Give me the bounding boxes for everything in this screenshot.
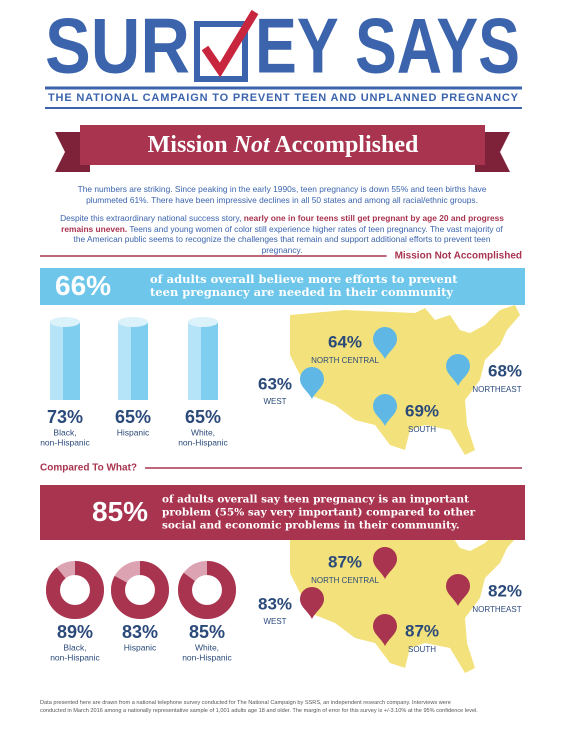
region-value: 87% (328, 552, 362, 571)
checkbox (194, 21, 248, 82)
map-pin (373, 614, 397, 646)
cylinder-shade (118, 322, 131, 400)
group-label: White, (191, 427, 215, 437)
stat-value: 85% (92, 496, 148, 527)
region-name: NORTHEAST (472, 385, 521, 394)
group-value: 65% (185, 407, 221, 427)
region-name: SOUTH (408, 425, 436, 434)
region-name: SOUTH (408, 645, 436, 654)
text: Teens and young women of color still exp… (73, 223, 503, 255)
map-pin (373, 547, 397, 579)
donut-arc (46, 561, 104, 619)
donut-arc (111, 561, 169, 619)
cylinder-shade (50, 322, 63, 400)
group-label: Black, (53, 427, 76, 437)
cylinder-top (118, 317, 148, 327)
stat-value: 66% (55, 270, 111, 301)
group-label: Hispanic (117, 427, 150, 437)
checkmark (201, 9, 259, 78)
intro-paragraph: Despite this extraordinary national succ… (60, 213, 504, 255)
title-left: SUR (45, 2, 190, 90)
map-pin (446, 354, 470, 386)
intro-paragraph: The numbers are striking. Since peaking … (77, 184, 487, 205)
footnote-line: Data presented here are drawn from a nat… (40, 700, 451, 706)
region-value: 64% (328, 332, 362, 351)
group-value: 73% (47, 407, 83, 427)
stat-statement: problem (55% say very important) compare… (162, 507, 476, 519)
group-label: non-Hispanic (178, 437, 228, 447)
footnote-line: conducted in March 2016 among a national… (40, 708, 478, 714)
stat-band (40, 268, 525, 305)
banner-text: Accomplished (270, 132, 419, 158)
map-pin (446, 574, 470, 606)
group-value: 89% (57, 622, 93, 642)
banner-emphasis: Not (233, 132, 271, 158)
region-value: 68% (488, 361, 522, 380)
group-label: non-Hispanic (40, 437, 90, 447)
region-value: 83% (258, 594, 292, 613)
region-name: WEST (263, 617, 286, 626)
map-pin (373, 327, 397, 359)
map-pin (300, 367, 324, 399)
section-heading: Mission Not Accomplished (395, 251, 522, 262)
region-value: 69% (405, 401, 439, 420)
cylinder-shade (188, 322, 201, 400)
footnote: Data presented here are drawn from a nat… (40, 699, 530, 715)
banner-text: Mission (148, 132, 234, 158)
map-pin (300, 587, 324, 619)
group-value: 65% (115, 407, 151, 427)
us-map (290, 523, 520, 673)
group-label: non-Hispanic (182, 652, 232, 662)
stat-statement: social and economic problems in their co… (162, 520, 460, 532)
us-map (290, 305, 520, 455)
subtitle: THE NATIONAL CAMPAIGN TO PREVENT TEEN AN… (48, 92, 519, 104)
text: Despite this extraordinary national succ… (60, 213, 244, 223)
donut-arc (178, 561, 236, 619)
stat-statement: teen pregnancy are needed in their commu… (150, 285, 453, 299)
title-right: EY SAYS (255, 2, 520, 90)
highlight: nearly one in four teens still get pregn… (61, 213, 504, 234)
cylinder-top (188, 317, 218, 327)
group-label: White, (195, 642, 219, 652)
group-value: 83% (122, 622, 158, 642)
group-label: non-Hispanic (50, 652, 100, 662)
region-value: 63% (258, 374, 292, 393)
group-label: Hispanic (124, 642, 157, 652)
region-name: WEST (263, 397, 286, 406)
banner (80, 125, 485, 165)
cylinder-top (50, 317, 80, 327)
region-name: NORTH CENTRAL (311, 576, 379, 585)
region-value: 87% (405, 621, 439, 640)
stat-band (40, 485, 525, 540)
region-name: NORTH CENTRAL (311, 356, 379, 365)
region-value: 82% (488, 581, 522, 600)
stat-statement: of adults overall say teen pregnancy is … (162, 494, 469, 506)
section-heading: Compared To What? (40, 463, 137, 474)
group-value: 85% (189, 622, 225, 642)
banner-title: Mission Not Accomplished (148, 132, 419, 158)
stat-statement: of adults overall believe more efforts t… (150, 272, 458, 286)
region-name: NORTHEAST (472, 605, 521, 614)
group-label: Black, (63, 642, 86, 652)
map-pin (373, 394, 397, 426)
